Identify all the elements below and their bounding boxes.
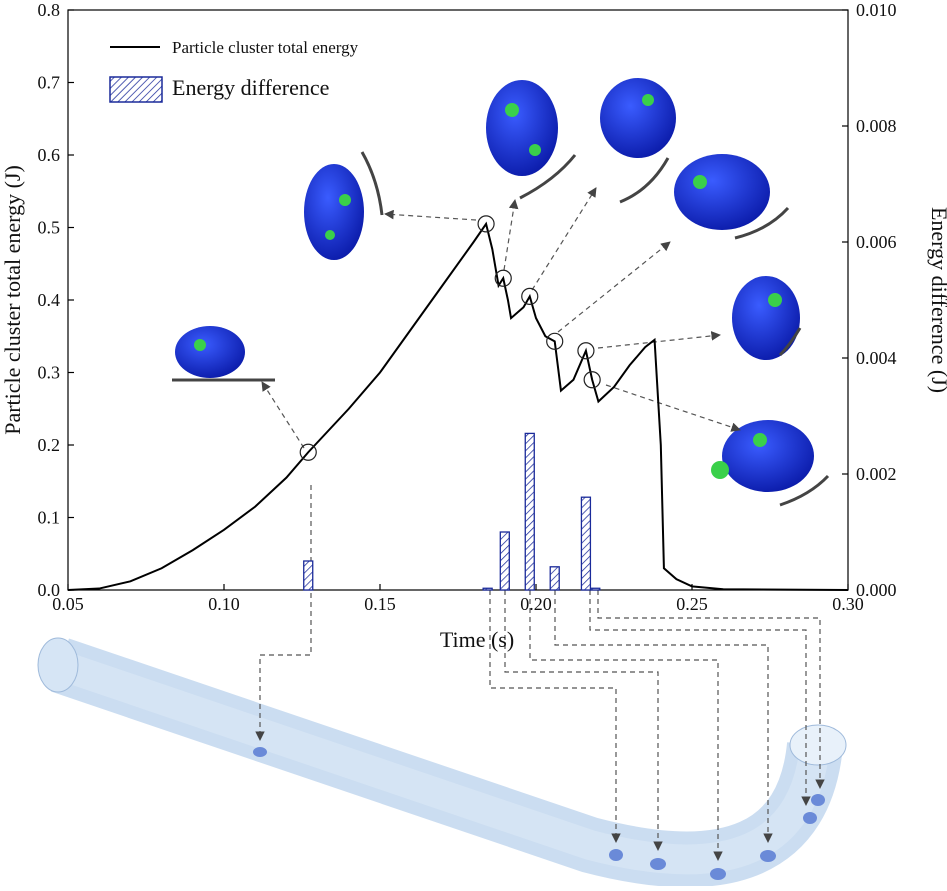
clusters <box>172 78 830 507</box>
event-marker <box>546 332 564 350</box>
bar <box>303 560 314 591</box>
bar <box>524 432 535 591</box>
y-tick-label: 0.3 <box>38 363 61 383</box>
pipe <box>37 637 847 888</box>
bar <box>499 531 510 591</box>
y-tick-label: 0.1 <box>38 508 61 528</box>
cluster-arrows <box>261 187 741 449</box>
x-tick-label: 0.15 <box>364 594 396 614</box>
y-tick-label: 0.4 <box>38 290 61 310</box>
y2-tick-label: 0.002 <box>856 464 897 484</box>
bar <box>590 587 601 591</box>
y-tick-label: 0.5 <box>38 218 61 238</box>
event-marker <box>577 342 595 360</box>
bar <box>580 496 592 591</box>
legend-label: Particle cluster total energy <box>172 38 359 57</box>
event-marker <box>583 371 601 389</box>
x-tick-label: 0.30 <box>832 594 864 614</box>
y-axis-label: Particle cluster total energy (J) <box>0 165 25 435</box>
y2-tick-label: 0.006 <box>856 232 897 252</box>
plot: 0.05 0.10 0.15 0.20 0.25 0.30 0.0 0.1 0.2 0.3 0.4 0… <box>38 0 897 614</box>
y2-tick-label: 0.008 <box>856 116 897 136</box>
y-tick-label: 0.8 <box>38 0 61 20</box>
x-tick-label: 0.20 <box>520 594 552 614</box>
y-tick-label: 0.6 <box>38 145 61 165</box>
bar <box>482 587 493 591</box>
y2-tick-label: 0.010 <box>856 0 897 20</box>
x-tick-label: 0.10 <box>208 594 240 614</box>
y2-axis-label: Energy difference (J) <box>927 207 947 393</box>
y-tick-label: 0.0 <box>38 580 61 600</box>
event-marker <box>477 215 495 233</box>
y2-tick-label: 0.000 <box>856 580 897 600</box>
x-tick-label: 0.25 <box>676 594 708 614</box>
x-axis-label: Time (s) <box>440 627 514 652</box>
x-tick-label: 0.05 <box>52 594 84 614</box>
event-marker <box>494 269 512 287</box>
event-marker <box>521 287 539 305</box>
y-tick-label: 0.2 <box>38 435 61 455</box>
y-tick-label: 0.7 <box>38 73 61 93</box>
event-marker <box>299 443 317 461</box>
y2-tick-label: 0.004 <box>856 348 897 368</box>
connectors <box>255 485 825 861</box>
line <box>67 221 849 591</box>
legend-label: Energy difference <box>172 75 329 100</box>
bar <box>549 566 560 591</box>
legend-swatch <box>109 76 163 103</box>
